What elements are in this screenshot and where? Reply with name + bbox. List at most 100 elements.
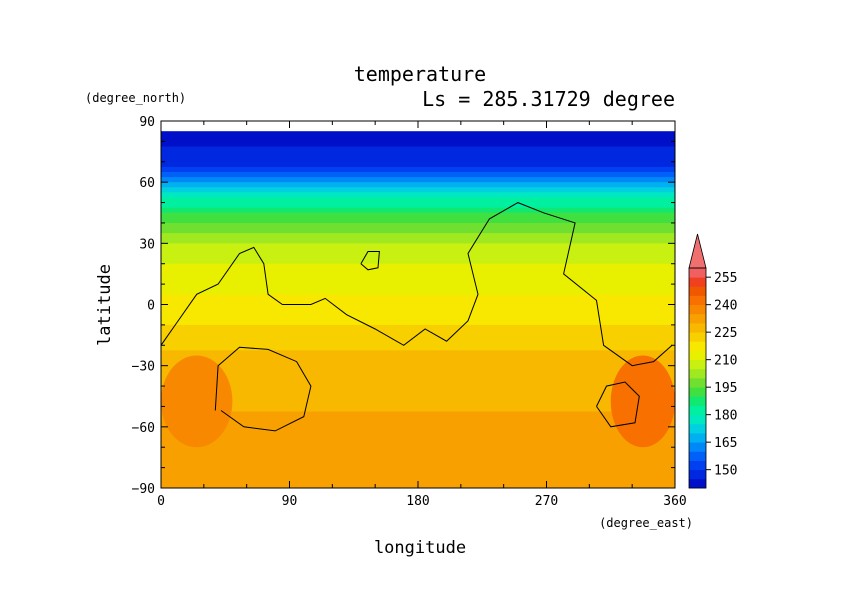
colorbar-swatch [689, 433, 706, 443]
field-band [161, 177, 675, 183]
colorbar-swatch [689, 414, 706, 425]
field-band [161, 289, 675, 295]
colorbar-swatch [689, 341, 706, 351]
field-band [161, 426, 675, 433]
chart-subtitle: Ls = 285.31729 degree [422, 87, 675, 111]
field-band [161, 141, 675, 148]
temperature-field [161, 131, 675, 488]
field-band [161, 222, 675, 229]
field-band [161, 279, 675, 285]
field-band [161, 329, 675, 336]
y-tick-label: 60 [139, 176, 155, 191]
field-band [161, 238, 675, 244]
field-band [161, 375, 675, 382]
colorbar-swatch [689, 442, 706, 452]
topography-contours [161, 202, 673, 432]
y-units-label: (degree_north) [85, 91, 186, 105]
colorbar-tick-label: 210 [714, 354, 737, 369]
field-band [161, 207, 675, 214]
field-band [161, 452, 675, 459]
warm-region [161, 355, 233, 448]
field-band [161, 228, 675, 234]
field-band [161, 258, 675, 265]
field-band [161, 187, 675, 193]
field-band [161, 396, 675, 402]
colorbar-swatch [689, 359, 706, 370]
chart-title: temperature [354, 62, 486, 86]
y-tick-label: −60 [132, 421, 155, 436]
colorbar-swatch [689, 478, 706, 489]
colorbar-swatch [689, 268, 706, 278]
colorbar-swatch [689, 313, 706, 324]
colorbar-tick-label: 180 [714, 409, 737, 424]
field-band [161, 182, 675, 188]
field-band [161, 273, 675, 280]
field-band [161, 136, 675, 142]
field-band [161, 202, 675, 209]
y-tick-label: 30 [139, 237, 155, 252]
field-band [161, 253, 675, 260]
field-band [161, 340, 675, 346]
x-units-label: (degree_east) [599, 516, 693, 530]
field-band [161, 171, 675, 178]
field-band [161, 462, 675, 469]
field-band [161, 324, 675, 331]
colorbar-tick-label: 225 [714, 326, 737, 341]
colorbar-swatch [689, 295, 706, 306]
field-band [161, 156, 675, 163]
colorbar-swatch [689, 460, 706, 471]
x-tick-label: 360 [663, 494, 686, 509]
field-band [161, 431, 675, 438]
colorbar-swatch [689, 378, 706, 388]
x-tick-label: 180 [406, 494, 429, 509]
colorbar-swatch [689, 405, 706, 416]
field-band [161, 268, 675, 275]
field-band [161, 447, 675, 453]
topography-contour-line [596, 381, 640, 428]
field-band [161, 131, 675, 137]
topography-contour-line [214, 346, 312, 432]
y-tick-label: 0 [147, 299, 155, 314]
y-tick-label: 90 [139, 115, 155, 130]
field-band [161, 192, 675, 199]
topography-contour-line [161, 202, 673, 367]
colorbar-tick-label: 255 [714, 271, 737, 286]
field-band [161, 472, 675, 479]
field-band [161, 355, 675, 362]
colorbar: 150 165 180 195 210 225 240 255 [688, 233, 737, 489]
field-band [161, 406, 675, 413]
field-band [161, 263, 675, 270]
field-band [161, 335, 675, 341]
x-tick-label: 270 [535, 494, 558, 509]
field-band [161, 309, 675, 316]
colorbar-tick-label: 150 [714, 464, 737, 479]
colorbar-swatch [689, 387, 706, 397]
y-tick-label: −30 [132, 360, 155, 375]
colorbar-swatch [689, 368, 706, 379]
field-band [161, 146, 675, 153]
field-band [161, 350, 675, 357]
field-band [161, 401, 675, 408]
colorbar-overflow-arrow [688, 233, 707, 269]
x-axis-label: longitude [374, 538, 466, 558]
warm-region [610, 355, 675, 448]
y-tick-label: −90 [132, 482, 155, 497]
topography-contour-line [360, 251, 380, 271]
field-band [161, 284, 675, 290]
field-band [161, 345, 675, 351]
field-band [161, 212, 675, 219]
x-tick-label: 90 [282, 494, 298, 509]
field-band [161, 416, 675, 423]
colorbar-frame [688, 267, 707, 489]
field-band [161, 411, 675, 418]
field-band [161, 370, 675, 377]
field-band [161, 314, 675, 321]
field-band [161, 217, 675, 224]
field-band [161, 197, 675, 204]
field-band [161, 421, 675, 428]
colorbar-swatch [689, 423, 706, 434]
field-band [161, 166, 675, 173]
field-band [161, 437, 675, 443]
field-band [161, 457, 675, 464]
